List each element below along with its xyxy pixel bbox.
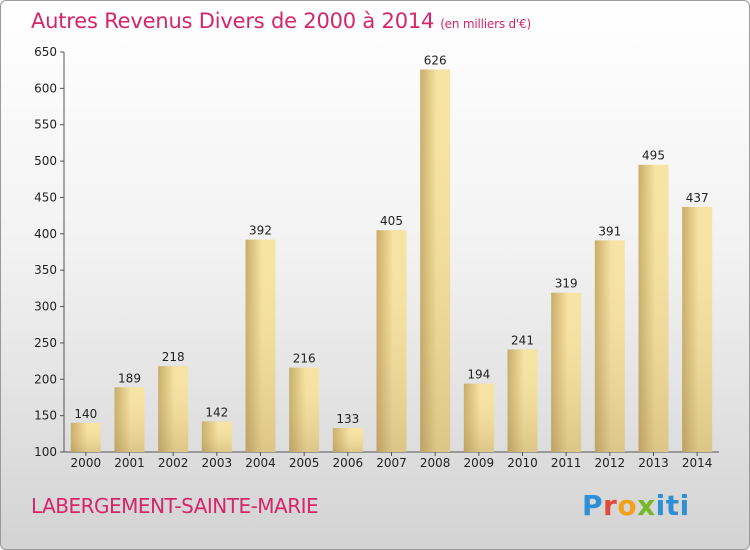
x-tick-label: 2014 bbox=[682, 456, 713, 470]
chart-title: Autres Revenus Divers de 2000 à 2014 (en … bbox=[31, 9, 531, 33]
x-tick-label: 2008 bbox=[420, 456, 451, 470]
bar-shade bbox=[201, 421, 232, 452]
bar-shade bbox=[594, 240, 625, 452]
y-tick-label: 350 bbox=[34, 263, 57, 277]
logo-part: iti bbox=[655, 489, 690, 522]
bar-shade bbox=[158, 366, 189, 452]
bar-value-label: 391 bbox=[598, 224, 621, 238]
bar-value-label: 133 bbox=[336, 412, 359, 426]
bar-value-label: 495 bbox=[642, 149, 665, 163]
x-tick-label: 2005 bbox=[289, 456, 320, 470]
location-label: LABERGEMENT-SAINTE-MARIE bbox=[31, 494, 319, 518]
y-tick-label: 300 bbox=[34, 300, 57, 314]
x-tick-label: 2011 bbox=[551, 456, 582, 470]
bar-shade bbox=[507, 349, 538, 452]
bar-shade bbox=[638, 164, 669, 452]
bar-shade bbox=[70, 422, 101, 452]
bar-value-label: 194 bbox=[467, 368, 490, 382]
y-tick-label: 100 bbox=[34, 445, 57, 459]
logo-part: x bbox=[637, 489, 656, 522]
bar-value-label: 437 bbox=[686, 191, 709, 205]
bar-shade bbox=[463, 383, 494, 452]
bar-shade bbox=[682, 206, 713, 452]
y-tick-label: 200 bbox=[34, 372, 57, 386]
x-tick-label: 2001 bbox=[114, 456, 145, 470]
x-tick-label: 2012 bbox=[595, 456, 626, 470]
y-tick-label: 150 bbox=[34, 409, 57, 423]
bar-value-label: 142 bbox=[205, 405, 228, 419]
bar-value-label: 216 bbox=[293, 352, 316, 366]
x-tick-label: 2010 bbox=[507, 456, 538, 470]
bar-value-label: 405 bbox=[380, 214, 403, 228]
bar-shade bbox=[245, 239, 276, 452]
chart-bars: 140 189 218 142 392 216 133 405 626 194 241 319 391 4… bbox=[70, 53, 713, 453]
bar-shade bbox=[114, 387, 145, 452]
x-tick-label: 2002 bbox=[158, 456, 189, 470]
logo-part: o bbox=[617, 489, 638, 522]
logo-part: r bbox=[603, 489, 618, 522]
bar-value-label: 626 bbox=[424, 53, 447, 67]
proxiti-logo: Proxiti bbox=[582, 489, 690, 522]
bar-shade bbox=[289, 367, 320, 452]
x-tick-label: 2006 bbox=[333, 456, 364, 470]
y-tick-label: 250 bbox=[34, 336, 57, 350]
bar-value-label: 319 bbox=[555, 277, 578, 291]
y-tick-label: 450 bbox=[34, 190, 57, 204]
y-tick-label: 600 bbox=[34, 81, 57, 95]
x-tick-label: 2013 bbox=[638, 456, 669, 470]
x-tick-label: 2000 bbox=[71, 456, 102, 470]
y-tick-label: 400 bbox=[34, 227, 57, 241]
bar-value-label: 392 bbox=[249, 224, 272, 238]
bar-shade bbox=[376, 230, 407, 452]
bar-value-label: 140 bbox=[74, 407, 97, 421]
y-tick-label: 650 bbox=[34, 45, 57, 59]
x-tick-label: 2004 bbox=[245, 456, 276, 470]
y-tick-label: 550 bbox=[34, 118, 57, 132]
chart-title-text: Autres Revenus Divers de 2000 à 2014 bbox=[31, 9, 435, 33]
bar-shade bbox=[332, 428, 363, 452]
chart-axes: 100 150 200 250 300 350 400 450 500 550 600 650 2000… bbox=[34, 45, 719, 470]
bar-shade bbox=[420, 69, 451, 453]
y-tick-label: 500 bbox=[34, 154, 57, 168]
x-tick-label: 2009 bbox=[464, 456, 495, 470]
x-tick-label: 2003 bbox=[202, 456, 233, 470]
chart-unit-label: (en milliers d'€) bbox=[440, 17, 531, 31]
bar-value-label: 218 bbox=[162, 350, 185, 364]
x-tick-label: 2007 bbox=[376, 456, 407, 470]
logo-part: P bbox=[582, 489, 604, 522]
bar-shade bbox=[551, 292, 582, 452]
bar-value-label: 241 bbox=[511, 333, 534, 347]
bar-value-label: 189 bbox=[118, 371, 141, 385]
